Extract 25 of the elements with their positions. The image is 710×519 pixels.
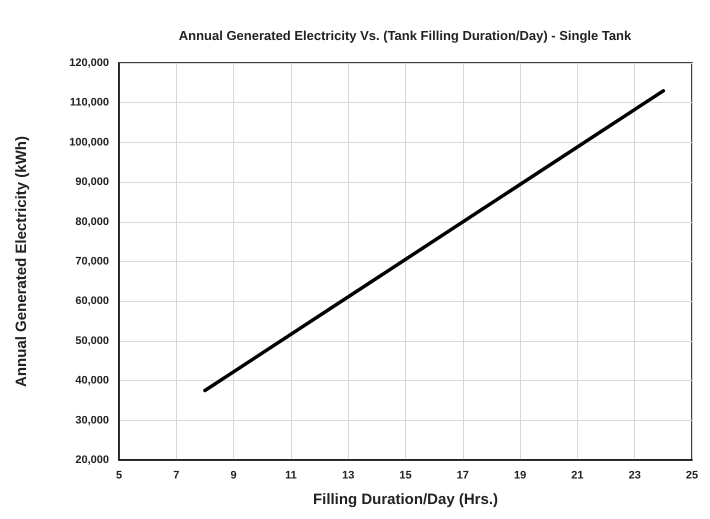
y-tick-label: 110,000	[70, 96, 109, 109]
y-tick-label: 30,000	[75, 414, 109, 426]
x-axis-title: Filling Duration/Day (Hrs.)	[312, 491, 498, 508]
y-tick-label: 120,000	[69, 57, 109, 69]
y-tick-label: 90,000	[75, 176, 109, 188]
x-tick-label: 5	[116, 470, 122, 482]
x-tick-label: 11	[285, 470, 297, 482]
y-tick-label: 50,000	[75, 334, 109, 347]
x-tick-label: 15	[399, 470, 412, 482]
x-tick-label: 23	[628, 470, 641, 482]
y-tick-label: 80,000	[75, 216, 109, 228]
y-tick-label: 60,000	[75, 295, 109, 308]
y-tick-label: 20,000	[75, 454, 109, 466]
x-tick-label: 19	[514, 470, 526, 482]
x-tick-label: 7	[173, 470, 180, 482]
x-tick-label: 17	[456, 470, 469, 482]
chart-title: Annual Generated Electricity Vs. (Tank Filling Duration/Day) - Single Tank	[178, 28, 632, 43]
y-tick-label: 70,000	[75, 256, 109, 268]
x-tick-label: 13	[342, 470, 354, 482]
x-tick-label: 21	[571, 470, 584, 482]
x-tick-label: 25	[686, 470, 698, 482]
y-axis-title: Annual Generated Electricity (kWh)	[13, 136, 30, 387]
y-tick-label: 100,000	[69, 136, 109, 148]
y-tick-label: 40,000	[75, 374, 109, 387]
x-tick-label: 9	[230, 470, 237, 482]
